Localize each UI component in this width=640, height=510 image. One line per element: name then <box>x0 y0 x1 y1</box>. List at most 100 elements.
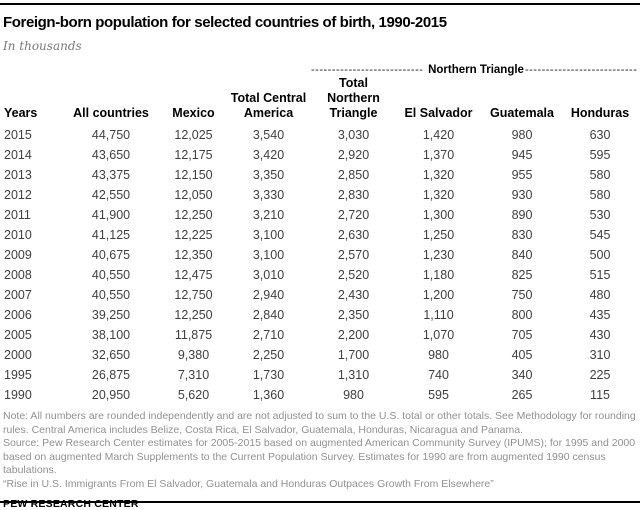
cell-mexico: 12,025 <box>174 128 213 142</box>
table-row: 2015 44,750 12,025 3,540 3,030 1,420 980… <box>3 125 637 145</box>
cell-mexico: 12,250 <box>174 208 213 222</box>
cell-total-central-america: 3,420 <box>252 148 285 162</box>
cell-total-central-america: 3,100 <box>252 228 285 242</box>
cell-honduras: 630 <box>589 128 611 142</box>
cell-total-central-america: 2,710 <box>252 328 285 342</box>
cell-year: 2005 <box>4 328 32 342</box>
pew-research-center-logo-text: PEW RESEARCH CENTER <box>3 498 139 510</box>
group-header-spacer <box>3 61 311 76</box>
cell-guatemala: 800 <box>511 308 533 322</box>
cell-total-northern-triangle: 2,920 <box>337 148 370 162</box>
cell-mexico: 12,475 <box>174 268 213 282</box>
table-row: 2009 40,675 12,350 3,100 2,570 1,230 840… <box>3 245 637 265</box>
cell-honduras: 530 <box>589 208 611 222</box>
table-header: ----------------------------------------… <box>3 61 637 125</box>
cell-mexico: 5,620 <box>177 388 210 402</box>
cell-total-central-america: 3,350 <box>252 168 285 182</box>
cell-year: 1995 <box>4 368 32 382</box>
cell-total-central-america: 3,010 <box>252 268 285 282</box>
cell-all-countries: 40,550 <box>91 288 131 302</box>
footnotes: Note: All numbers are rounded independen… <box>3 410 636 491</box>
cell-el-salvador: 980 <box>428 348 449 362</box>
cell-year: 2011 <box>4 208 31 222</box>
bottom-rule <box>0 501 640 503</box>
cell-mexico: 9,380 <box>177 348 210 362</box>
report-title-quote: “Rise in U.S. Immigrants From El Salvado… <box>3 477 494 490</box>
source-text: Source: Pew Research Center estimates fo… <box>3 437 636 476</box>
cell-year: 1990 <box>4 388 32 402</box>
cell-all-countries: 20,950 <box>91 388 131 402</box>
cell-honduras: 430 <box>589 328 611 342</box>
table-row: 2006 39,250 12,250 2,840 2,350 1,110 800… <box>3 305 637 325</box>
cell-all-countries: 44,750 <box>91 128 131 142</box>
column-header-guatemala: Guatemala <box>490 106 554 120</box>
cell-all-countries: 41,125 <box>91 228 131 242</box>
cell-guatemala: 265 <box>511 388 533 402</box>
cell-all-countries: 39,250 <box>91 308 131 322</box>
foreign-born-table: ----------------------------------------… <box>3 61 637 405</box>
cell-all-countries: 40,550 <box>91 268 131 282</box>
group-header-dashes-left: ----------------------------------------… <box>311 64 424 76</box>
table-row: 2012 42,550 12,050 3,330 2,830 1,320 930… <box>3 185 637 205</box>
cell-total-northern-triangle: 2,430 <box>337 288 370 302</box>
cell-year: 2006 <box>4 308 32 322</box>
cell-total-northern-triangle: 1,310 <box>337 368 370 382</box>
cell-mexico: 12,150 <box>174 168 213 182</box>
cell-mexico: 12,225 <box>174 228 213 242</box>
table-body: 2015 44,750 12,025 3,540 3,030 1,420 980… <box>3 125 637 405</box>
cell-total-central-america: 3,100 <box>252 248 285 262</box>
cell-honduras: 580 <box>589 188 611 202</box>
table-row: 2011 41,900 12,250 3,210 2,720 1,300 890… <box>3 205 637 225</box>
table-row: 2007 40,550 12,750 2,940 2,430 1,200 750… <box>3 285 637 305</box>
cell-honduras: 115 <box>590 388 610 402</box>
cell-guatemala: 890 <box>511 208 533 222</box>
cell-guatemala: 930 <box>511 188 533 202</box>
column-header-mexico: Mexico <box>172 106 215 120</box>
cell-total-northern-triangle: 2,850 <box>337 168 370 182</box>
cell-honduras: 225 <box>589 368 611 382</box>
group-header-row: ----------------------------------------… <box>3 61 637 76</box>
cell-all-countries: 43,375 <box>91 168 131 182</box>
cell-year: 2012 <box>4 188 32 202</box>
cell-el-salvador: 1,320 <box>422 188 455 202</box>
cell-mexico: 12,250 <box>174 308 213 322</box>
cell-el-salvador: 740 <box>428 368 449 382</box>
cell-el-salvador: 1,420 <box>422 128 455 142</box>
column-header-all-countries: All countries <box>73 106 149 120</box>
cell-all-countries: 38,100 <box>91 328 131 342</box>
cell-mexico: 12,175 <box>174 148 213 162</box>
cell-total-northern-triangle: 980 <box>343 388 364 402</box>
column-header-el-salvador: El Salvador <box>404 106 473 120</box>
cell-total-northern-triangle: 1,700 <box>337 348 370 362</box>
cell-mexico: 7,310 <box>177 368 210 382</box>
cell-all-countries: 42,550 <box>91 188 131 202</box>
cell-total-central-america: 1,360 <box>252 388 285 402</box>
cell-total-northern-triangle: 2,570 <box>337 248 370 262</box>
cell-total-northern-triangle: 2,720 <box>337 208 370 222</box>
cell-el-salvador: 1,110 <box>423 308 454 322</box>
page-title: Foreign-born population for selected cou… <box>3 14 447 31</box>
cell-guatemala: 830 <box>511 228 533 242</box>
cell-mexico: 11,875 <box>174 328 213 342</box>
cell-year: 2015 <box>4 128 32 142</box>
cell-total-central-america: 3,210 <box>252 208 285 222</box>
cell-year: 2009 <box>4 248 32 262</box>
cell-all-countries: 43,650 <box>91 148 131 162</box>
column-header-total-central-america: Total Central America <box>230 91 307 120</box>
group-header-label: Northern Triangle <box>428 64 524 76</box>
cell-honduras: 580 <box>589 168 611 182</box>
group-header-line: ----------------------------------------… <box>311 64 637 76</box>
cell-all-countries: 40,675 <box>91 248 131 262</box>
cell-total-central-america: 2,840 <box>252 308 285 322</box>
cell-guatemala: 340 <box>511 368 533 382</box>
cell-year: 2007 <box>4 288 32 302</box>
cell-year: 2010 <box>4 228 32 242</box>
cell-guatemala: 705 <box>511 328 533 342</box>
cell-guatemala: 405 <box>511 348 533 362</box>
cell-el-salvador: 1,300 <box>422 208 455 222</box>
cell-total-central-america: 1,730 <box>252 368 285 382</box>
cell-honduras: 310 <box>589 348 611 362</box>
column-header-years: Years <box>4 106 38 120</box>
cell-total-northern-triangle: 2,350 <box>337 308 370 322</box>
